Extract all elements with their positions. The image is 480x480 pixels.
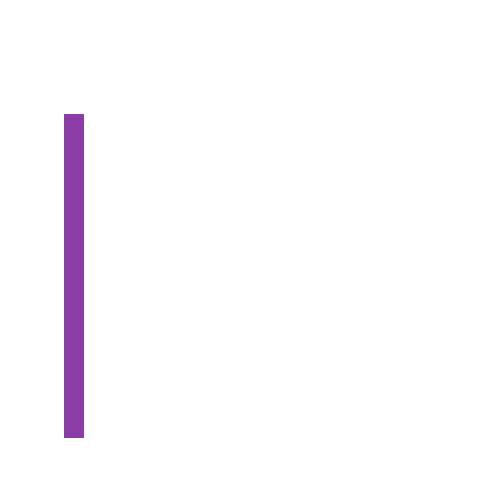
- vertical-purple-bar: [64, 114, 84, 438]
